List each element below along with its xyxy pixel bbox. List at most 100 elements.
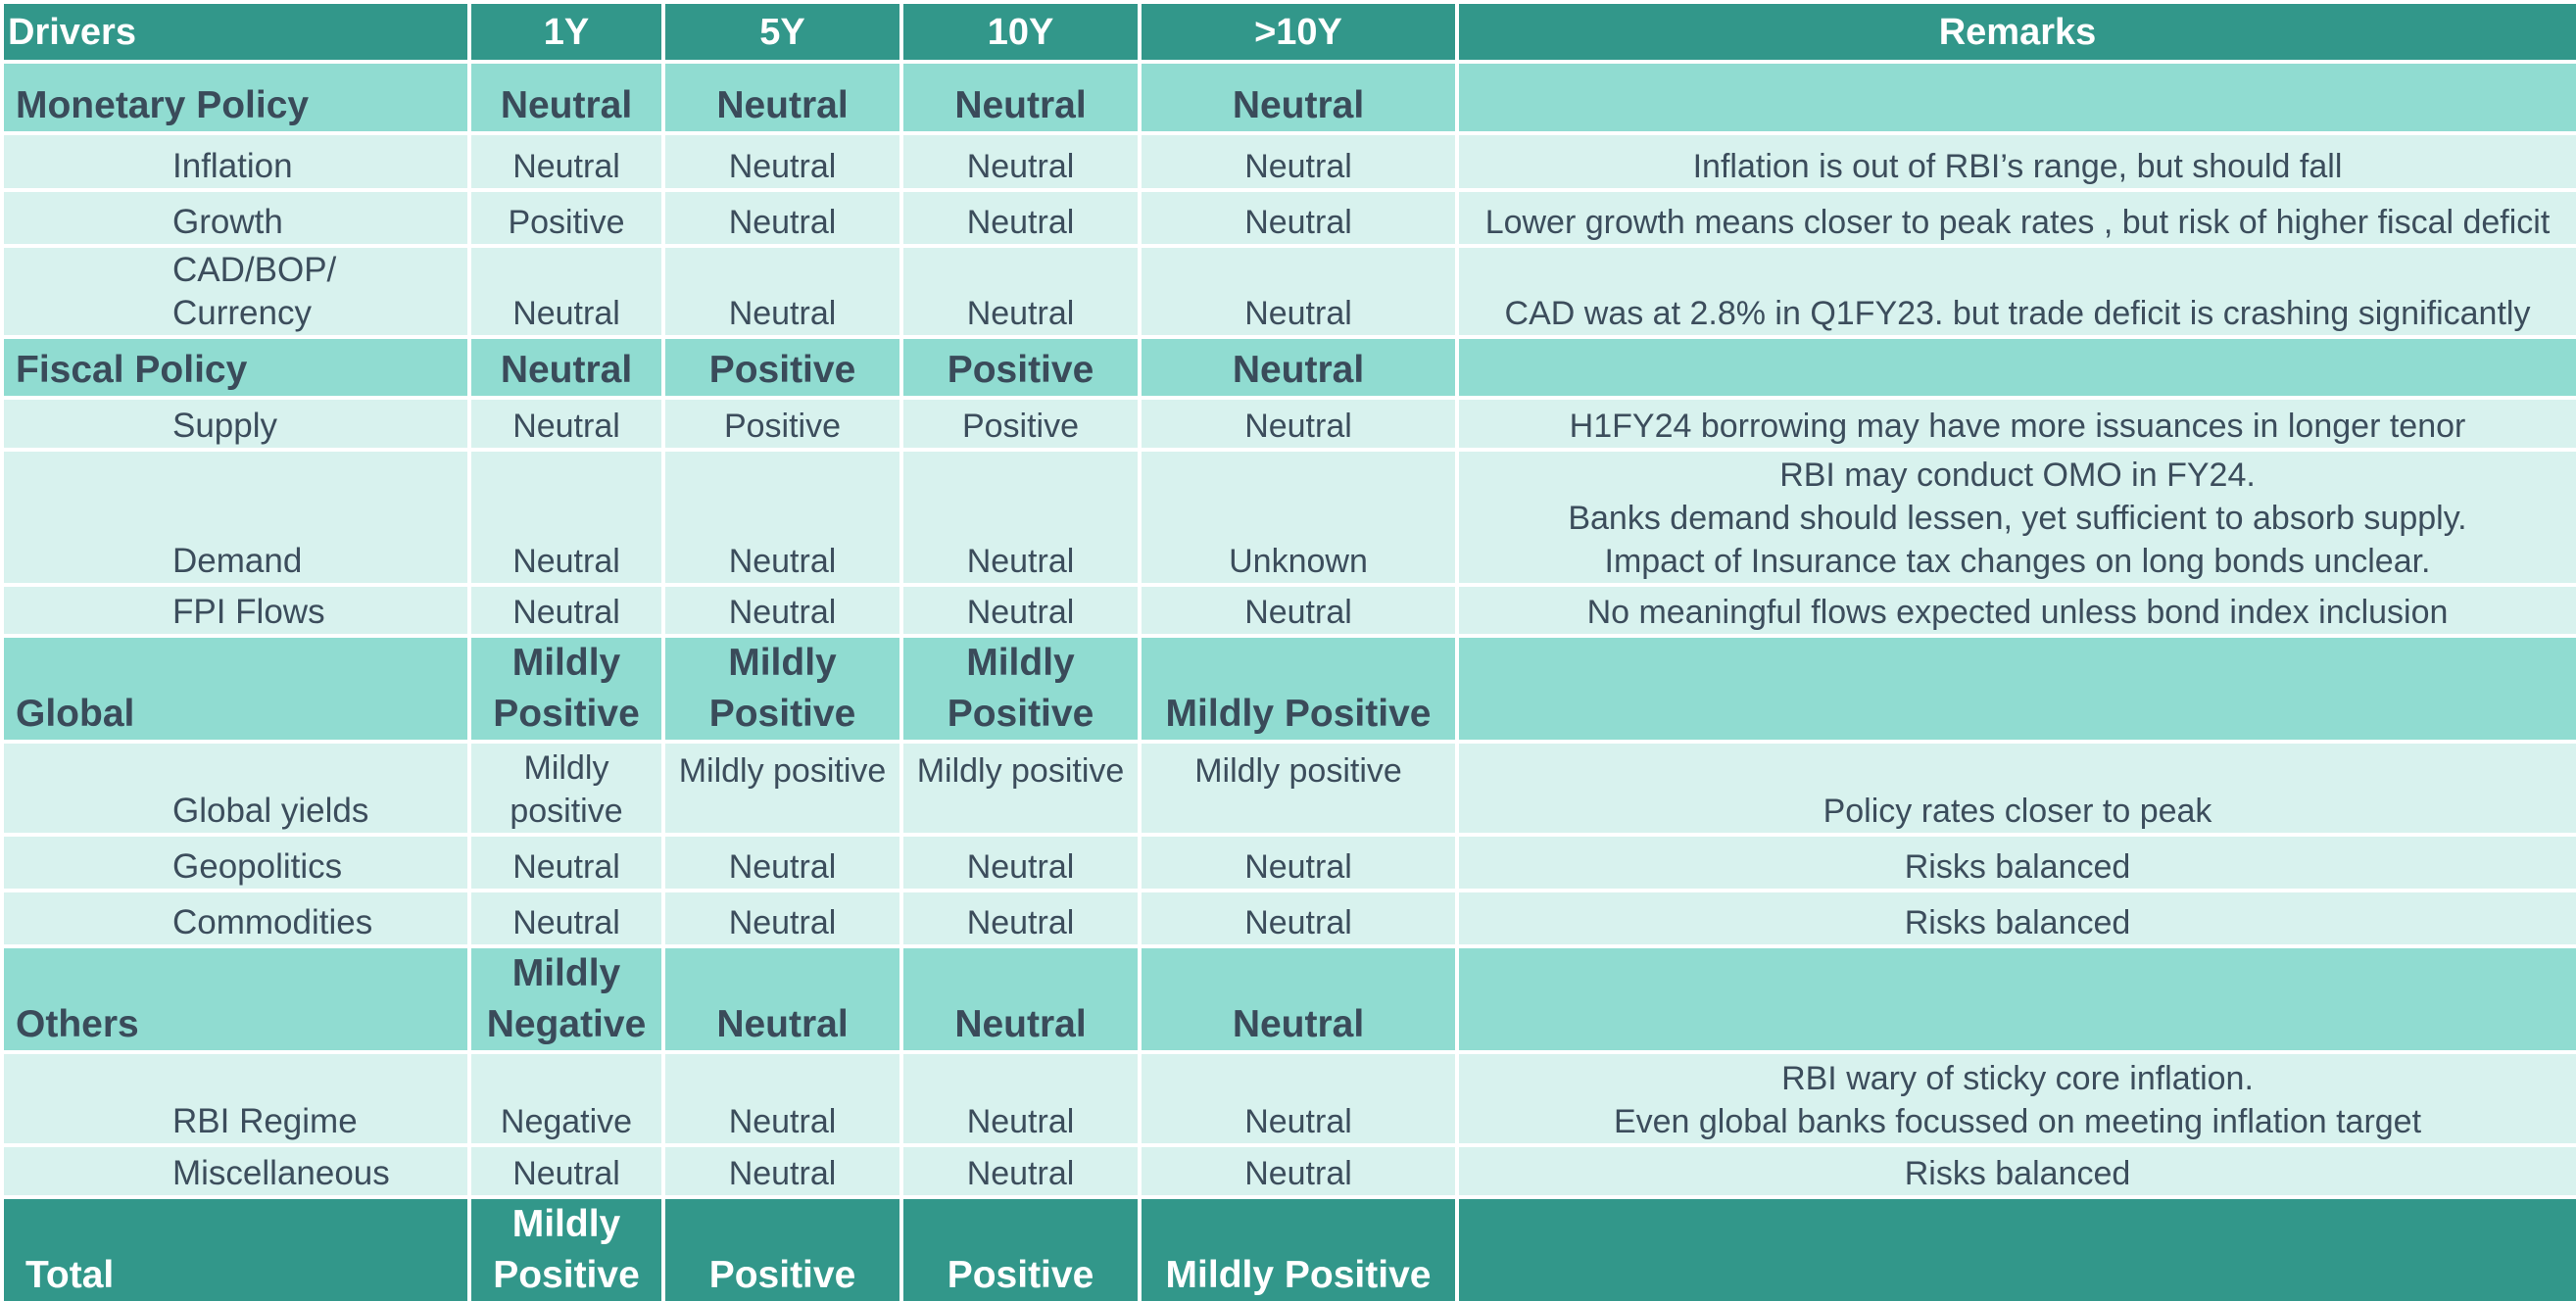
- cell-5y: Neutral: [661, 944, 903, 1054]
- cell-1y: Neutral: [467, 131, 665, 192]
- cell-gt10y: Neutral: [1138, 131, 1459, 192]
- cell-remark: H1FY24 borrowing may have more issuances…: [1455, 396, 2576, 452]
- cell-gt10y: Neutral: [1138, 833, 1459, 892]
- cell-remark: [1455, 60, 2576, 135]
- cell-line: positive: [510, 793, 623, 830]
- cell-line: Mildly: [511, 1203, 621, 1245]
- cell-10y: Mildly positive: [899, 740, 1142, 837]
- cell-line: Mildly: [728, 642, 837, 684]
- row-name: Miscellaneous: [0, 1143, 471, 1199]
- row-commodities: Commodities Neutral Neutral Neutral Neut…: [0, 889, 2576, 948]
- cell-gt10y: Neutral: [1138, 1143, 1459, 1199]
- cell-5y: Positive: [661, 1195, 903, 1301]
- row-supply: Supply Neutral Positive Positive Neutral…: [0, 396, 2576, 452]
- header-5y: 5Y: [661, 0, 903, 64]
- cell-remark: [1455, 335, 2576, 400]
- row-name: FPI Flows: [0, 583, 471, 638]
- row-name: Geopolitics: [0, 833, 471, 892]
- row-name: Global yields: [0, 740, 471, 837]
- cell-remark: RBI wary of sticky core inflation. Even …: [1455, 1050, 2576, 1147]
- cell-5y: Positive: [661, 396, 903, 452]
- cell-gt10y: Neutral: [1138, 889, 1459, 948]
- cell-1y: Neutral: [467, 833, 665, 892]
- header-remarks: Remarks: [1455, 0, 2576, 64]
- row-global: Global Mildly Positive Mildly Positive M…: [0, 634, 2576, 744]
- cell-1y: Neutral: [467, 60, 665, 135]
- cell-remark: No meaningful flows expected unless bond…: [1455, 583, 2576, 638]
- cell-1y: Neutral: [467, 396, 665, 452]
- remark-line: RBI may conduct OMO in FY24.: [1779, 457, 2256, 494]
- row-name: Fiscal Policy: [0, 335, 471, 400]
- cell-remark: [1455, 944, 2576, 1054]
- cell-line: Mildly: [966, 642, 1075, 684]
- cell-gt10y: Unknown: [1138, 448, 1459, 587]
- row-name: Inflation: [0, 131, 471, 192]
- cell-gt10y: Mildly Positive: [1138, 634, 1459, 744]
- cell-line: Mildly: [511, 952, 621, 994]
- row-name: Monetary Policy: [0, 60, 471, 135]
- row-name-line: CAD/BOP/: [172, 251, 337, 289]
- cell-10y: Neutral: [899, 833, 1142, 892]
- header-10y: 10Y: [899, 0, 1142, 64]
- cell-5y: Neutral: [661, 244, 903, 339]
- cell-remark: [1455, 634, 2576, 744]
- cell-gt10y: Mildly positive: [1138, 740, 1459, 837]
- cell-gt10y: Neutral: [1138, 244, 1459, 339]
- cell-10y: Neutral: [899, 583, 1142, 638]
- cell-5y: Mildly Positive: [661, 634, 903, 744]
- cell-10y: Neutral: [899, 889, 1142, 948]
- cell-remark: CAD was at 2.8% in Q1FY23. but trade def…: [1455, 244, 2576, 339]
- cell-5y: Neutral: [661, 188, 903, 248]
- row-growth: Growth Positive Neutral Neutral Neutral …: [0, 188, 2576, 248]
- row-name: Demand: [0, 448, 471, 587]
- cell-5y: Neutral: [661, 1143, 903, 1199]
- cell-line: Negative: [486, 1003, 647, 1045]
- cell-line: Positive: [947, 693, 1094, 735]
- cell-gt10y: Mildly Positive: [1138, 1195, 1459, 1301]
- row-cad-bop-currency: CAD/BOP/ Currency Neutral Neutral Neutra…: [0, 244, 2576, 339]
- row-global-yields: Global yields Mildly positive Mildly pos…: [0, 740, 2576, 837]
- row-name: Others: [0, 944, 471, 1054]
- row-name: Total: [0, 1195, 471, 1301]
- cell-remark: Lower growth means closer to peak rates …: [1455, 188, 2576, 248]
- cell-1y: Positive: [467, 188, 665, 248]
- row-demand: Demand Neutral Neutral Neutral Unknown R…: [0, 448, 2576, 587]
- row-fiscal-policy: Fiscal Policy Neutral Positive Positive …: [0, 335, 2576, 400]
- cell-line: Mildly: [523, 749, 609, 787]
- cell-10y: Positive: [899, 1195, 1142, 1301]
- cell-1y: Mildly positive: [467, 740, 665, 837]
- cell-1y: Mildly Positive: [467, 1195, 665, 1301]
- remark-line: Banks demand should lessen, yet sufficie…: [1568, 500, 2467, 537]
- cell-10y: Mildly Positive: [899, 634, 1142, 744]
- cell-gt10y: Neutral: [1138, 396, 1459, 452]
- cell-1y: Negative: [467, 1050, 665, 1147]
- cell-remark: Risks balanced: [1455, 833, 2576, 892]
- row-name: Commodities: [0, 889, 471, 948]
- cell-remark: Risks balanced: [1455, 1143, 2576, 1199]
- header-1y: 1Y: [467, 0, 665, 64]
- row-others: Others Mildly Negative Neutral Neutral N…: [0, 944, 2576, 1054]
- cell-10y: Neutral: [899, 448, 1142, 587]
- cell-10y: Neutral: [899, 188, 1142, 248]
- row-name-line: Currency: [172, 294, 312, 332]
- cell-5y: Neutral: [661, 889, 903, 948]
- cell-10y: Positive: [899, 335, 1142, 400]
- cell-1y: Mildly Positive: [467, 634, 665, 744]
- cell-1y: Neutral: [467, 244, 665, 339]
- row-geopolitics: Geopolitics Neutral Neutral Neutral Neut…: [0, 833, 2576, 892]
- row-name: Global: [0, 634, 471, 744]
- cell-1y: Neutral: [467, 889, 665, 948]
- cell-1y: Neutral: [467, 335, 665, 400]
- cell-1y: Neutral: [467, 448, 665, 587]
- cell-5y: Mildly positive: [661, 740, 903, 837]
- cell-5y: Neutral: [661, 833, 903, 892]
- row-name: CAD/BOP/ Currency: [0, 244, 471, 339]
- cell-gt10y: Neutral: [1138, 944, 1459, 1054]
- cell-gt10y: Neutral: [1138, 335, 1459, 400]
- row-inflation: Inflation Neutral Neutral Neutral Neutra…: [0, 131, 2576, 192]
- cell-remark: RBI may conduct OMO in FY24. Banks deman…: [1455, 448, 2576, 587]
- cell-5y: Neutral: [661, 583, 903, 638]
- cell-5y: Neutral: [661, 448, 903, 587]
- cell-gt10y: Neutral: [1138, 1050, 1459, 1147]
